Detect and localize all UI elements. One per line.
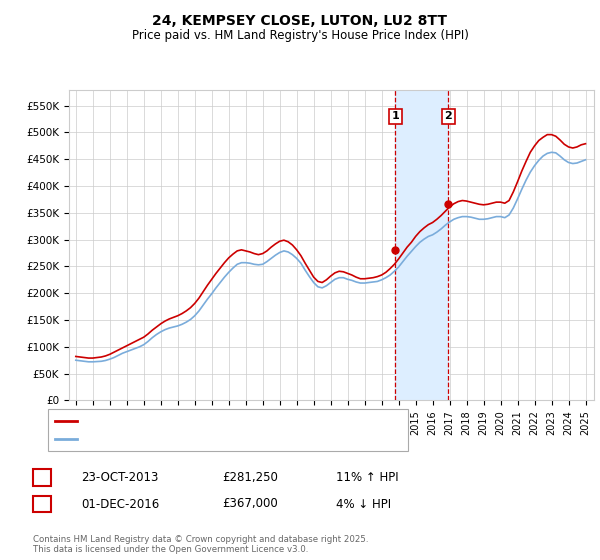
Text: 4% ↓ HPI: 4% ↓ HPI (336, 497, 391, 511)
Text: 23-OCT-2013: 23-OCT-2013 (81, 470, 158, 484)
Text: £367,000: £367,000 (222, 497, 278, 511)
Text: 01-DEC-2016: 01-DEC-2016 (81, 497, 159, 511)
Text: 2: 2 (38, 497, 46, 511)
Text: 24, KEMPSEY CLOSE, LUTON, LU2 8TT: 24, KEMPSEY CLOSE, LUTON, LU2 8TT (152, 14, 448, 28)
Bar (395, 90, 448, 400)
Text: 1: 1 (38, 470, 46, 484)
Text: HPI: Average price, detached house, Luton: HPI: Average price, detached house, Luto… (81, 434, 303, 444)
Text: Price paid vs. HM Land Registry's House Price Index (HPI): Price paid vs. HM Land Registry's House … (131, 29, 469, 42)
Text: 11% ↑ HPI: 11% ↑ HPI (336, 470, 398, 484)
Text: £281,250: £281,250 (222, 470, 278, 484)
Text: 1: 1 (391, 111, 399, 122)
Text: Contains HM Land Registry data © Crown copyright and database right 2025.
This d: Contains HM Land Registry data © Crown c… (33, 535, 368, 554)
Text: 24, KEMPSEY CLOSE, LUTON, LU2 8TT (detached house): 24, KEMPSEY CLOSE, LUTON, LU2 8TT (detac… (81, 416, 371, 426)
Text: 2: 2 (445, 111, 452, 122)
